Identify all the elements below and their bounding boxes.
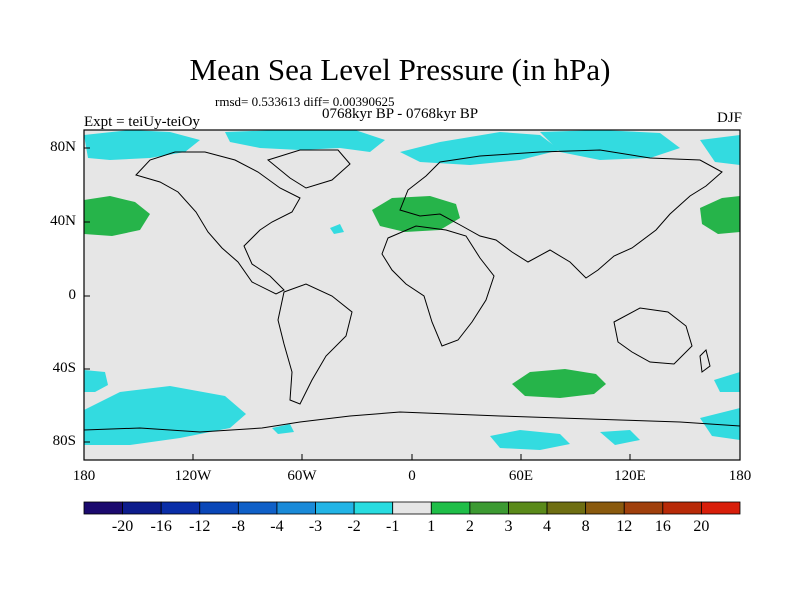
colorbar-box <box>237 501 278 515</box>
africa-coast <box>381 225 495 347</box>
y-label-80s: 80S <box>52 433 76 449</box>
colorbar-box <box>430 501 471 515</box>
colorbar-box <box>276 501 316 515</box>
x-label-180e: 180 <box>728 468 752 484</box>
x-label-60w: 60W <box>287 468 317 484</box>
colorbar-label: 8 <box>581 518 590 535</box>
stats-line: rmsd= 0.533613 diff= 0.00390625 <box>215 94 395 109</box>
coastlines <box>83 149 741 433</box>
colorbar-box <box>469 501 509 515</box>
colorbar-label: 2 <box>465 518 474 535</box>
colorbar-label: 16 <box>654 518 671 535</box>
colorbar-label: -4 <box>270 518 284 535</box>
colorbar-box <box>662 501 702 515</box>
colorbar-label: -3 <box>308 518 323 535</box>
x-label-120w: 120W <box>174 468 212 484</box>
period-line: 0768kyr BP - 0768kyr BP <box>322 106 479 122</box>
north-pacific-green-east <box>700 196 740 234</box>
southern-ocean-cyan-pacific <box>84 386 246 445</box>
colorbar-box <box>160 501 201 515</box>
colorbar-label: 1 <box>427 518 436 535</box>
southern-ocean-cyan-east <box>600 430 640 445</box>
x-label-180w: 180 <box>72 468 96 484</box>
colorbar-box <box>585 501 625 515</box>
south-america-coast <box>277 283 353 405</box>
north-pacific-green-west <box>84 196 150 236</box>
colorbar-box <box>392 501 432 515</box>
colorbar-box <box>315 501 355 515</box>
arctic-cyan-west <box>84 130 200 160</box>
colorbar-label: 3 <box>504 518 513 535</box>
experiment-label: Expt = teiUy-teiOy <box>84 114 200 130</box>
arctic-cyan-east <box>700 135 740 165</box>
colorbar-label: -20 <box>111 518 134 535</box>
x-label-60e: 60E <box>508 468 534 484</box>
southern-ocean-cyan-indian <box>490 430 570 450</box>
map-title: Mean Sea Level Pressure (in hPa) <box>189 52 611 87</box>
indian-ocean-green <box>512 369 606 398</box>
arctic-cyan-greenland <box>225 130 385 152</box>
colorbar-label: -1 <box>386 518 400 535</box>
atlantic-cyan-spot <box>330 224 344 234</box>
antarctica-coast <box>83 411 741 433</box>
y-label-0: 0 <box>68 287 77 303</box>
south-pacific-cyan-east <box>714 372 740 392</box>
colorbar-label: 4 <box>543 518 552 535</box>
new-zealand-coast <box>699 349 711 373</box>
colorbar-label: -16 <box>150 518 172 535</box>
colorbar-box <box>546 501 587 515</box>
colorbar-label: -2 <box>347 518 361 535</box>
colorbar-box <box>508 501 548 515</box>
north-america-coast <box>135 151 301 295</box>
colorbar-label: 12 <box>616 518 633 535</box>
colorbar-box <box>122 501 162 515</box>
eurasia-coast <box>399 149 723 279</box>
colorbar-box <box>701 501 741 515</box>
arctic-cyan-siberia <box>540 130 680 160</box>
colorbar-label: -8 <box>231 518 245 535</box>
x-label-0: 0 <box>408 468 416 484</box>
colorbar-box <box>199 501 239 515</box>
south-pacific-cyan-west <box>84 370 108 392</box>
y-label-40s: 40S <box>52 360 76 376</box>
colorbar-box <box>83 501 123 515</box>
colorbar-box <box>353 501 394 515</box>
southern-ocean-cyan-small <box>272 424 294 434</box>
colorbar-box <box>623 501 664 515</box>
season-label: DJF <box>716 110 742 126</box>
arctic-cyan-europe <box>400 132 560 165</box>
colorbar-label: 20 <box>693 518 710 535</box>
axis-ticks <box>84 147 631 460</box>
y-label-40n: 40N <box>50 213 76 229</box>
australia-coast <box>613 307 693 365</box>
southern-ocean-cyan-dateline <box>700 408 740 440</box>
europe-green <box>372 196 460 232</box>
colorbar <box>83 501 741 515</box>
colorbar-label: -12 <box>189 518 211 535</box>
greenland-coast <box>266 149 351 189</box>
x-label-120e: 120E <box>614 468 646 484</box>
y-label-80n: 80N <box>50 139 76 155</box>
positive-anomaly-regions <box>84 196 740 398</box>
negative-anomaly-regions <box>84 130 740 450</box>
